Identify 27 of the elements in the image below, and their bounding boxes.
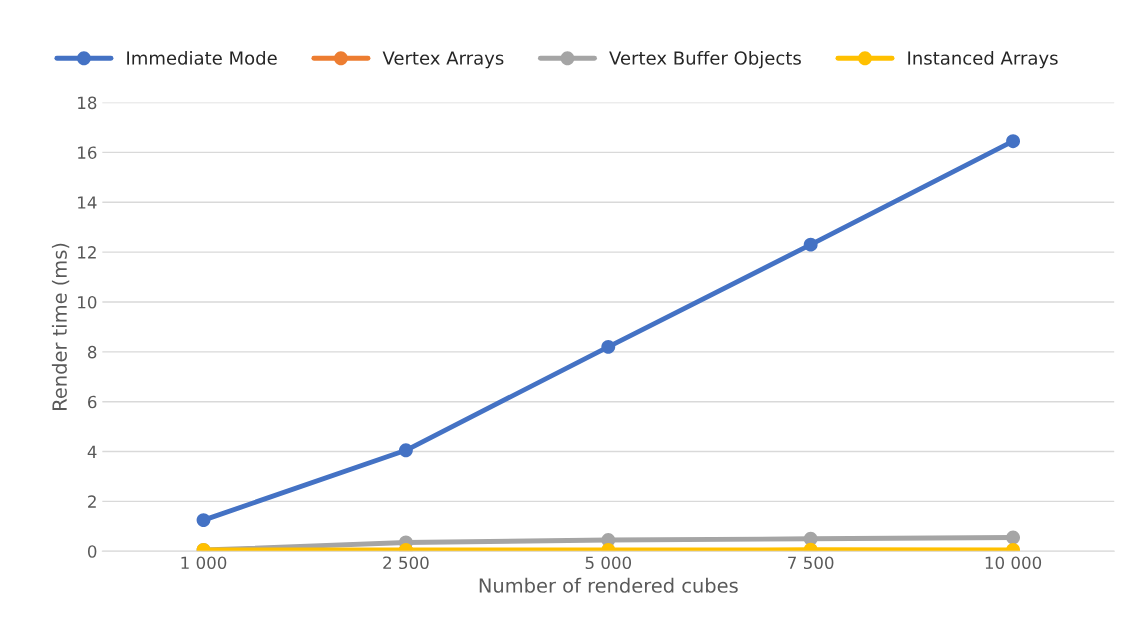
x-tick-label: 10 000 — [985, 556, 1042, 570]
x-tick-label: 1 000 — [181, 556, 227, 570]
y-tick-label: 14 — [78, 196, 97, 209]
legend-label: Vertex Buffer Objects — [609, 50, 801, 69]
y-tick-label: 4 — [87, 445, 97, 458]
point — [196, 513, 211, 528]
point — [1006, 530, 1021, 545]
x-axis-title: Number of rendered cubes — [479, 577, 738, 593]
x-tick-label: 5 000 — [585, 556, 632, 570]
y-tick-label: 10 — [78, 295, 97, 309]
y-tick-label: 2 — [88, 495, 96, 508]
x-tick-label: 2 500 — [383, 556, 429, 570]
y-tick-label: 16 — [78, 146, 97, 159]
legend-label: Vertex Arrays — [382, 51, 504, 69]
point — [1006, 134, 1021, 149]
y-tick-label: 0 — [87, 545, 97, 558]
point — [398, 443, 413, 458]
x-tick-label: 7 500 — [788, 556, 834, 570]
point — [601, 339, 616, 354]
y-axis-title: Render time (ms) — [51, 243, 70, 410]
y-tick-label: 18 — [78, 96, 97, 110]
y-tick-label: 8 — [87, 345, 97, 359]
y-tick-label: 6 — [88, 395, 97, 409]
legend-label: Immediate Mode — [127, 50, 277, 65]
point — [803, 237, 818, 252]
y-tick-label: 12 — [78, 246, 96, 259]
legend-label: Instanced Arrays — [908, 50, 1058, 69]
